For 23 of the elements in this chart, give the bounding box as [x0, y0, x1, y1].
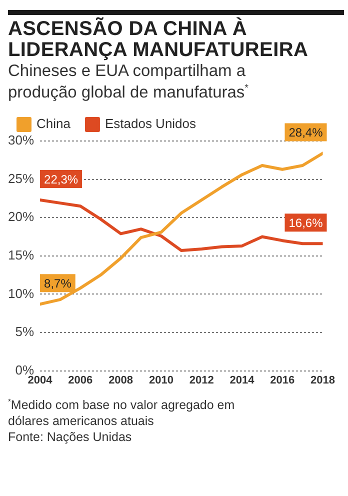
- y-tick-label: 30%: [8, 132, 34, 148]
- x-tick-label: 2018: [310, 374, 336, 386]
- data-label: 8,7%: [44, 276, 72, 290]
- y-tick-label: 10%: [8, 285, 34, 300]
- data-label: 28,4%: [288, 125, 324, 140]
- y-tick-label: 15%: [8, 246, 34, 262]
- data-label: 22,3%: [44, 172, 78, 186]
- text: $^{*}$Medido com base no valor agregado em dólares americanos atuais: [8, 396, 236, 429]
- x-tick-label: 2012: [189, 374, 214, 386]
- y-tick-label: 25%: [8, 170, 34, 186]
- data-label: 16,6%: [288, 215, 324, 230]
- legend-label: Estados Unidos: [104, 116, 197, 131]
- x-tick-label: 2014: [230, 374, 256, 386]
- legend-label: China: [36, 116, 72, 131]
- x-tick-label: 2016: [270, 374, 295, 386]
- chart-title: ASCENSÃO DA CHINA À LIDERANÇA MANUFATUREIRA: [8, 18, 310, 61]
- x-tick-label: 2010: [148, 374, 174, 386]
- x-tick-label: 2006: [68, 374, 93, 386]
- chart-subtitle: Chineses e EUA compartilham a produção global de manufaturas$^{*}$: [8, 62, 250, 102]
- x-tick-label: 2008: [108, 374, 134, 386]
- source-note: Fonte: Nações Unidas: [8, 428, 133, 445]
- y-tick-label: 20%: [8, 208, 34, 224]
- y-tick-label: 5%: [15, 324, 34, 339]
